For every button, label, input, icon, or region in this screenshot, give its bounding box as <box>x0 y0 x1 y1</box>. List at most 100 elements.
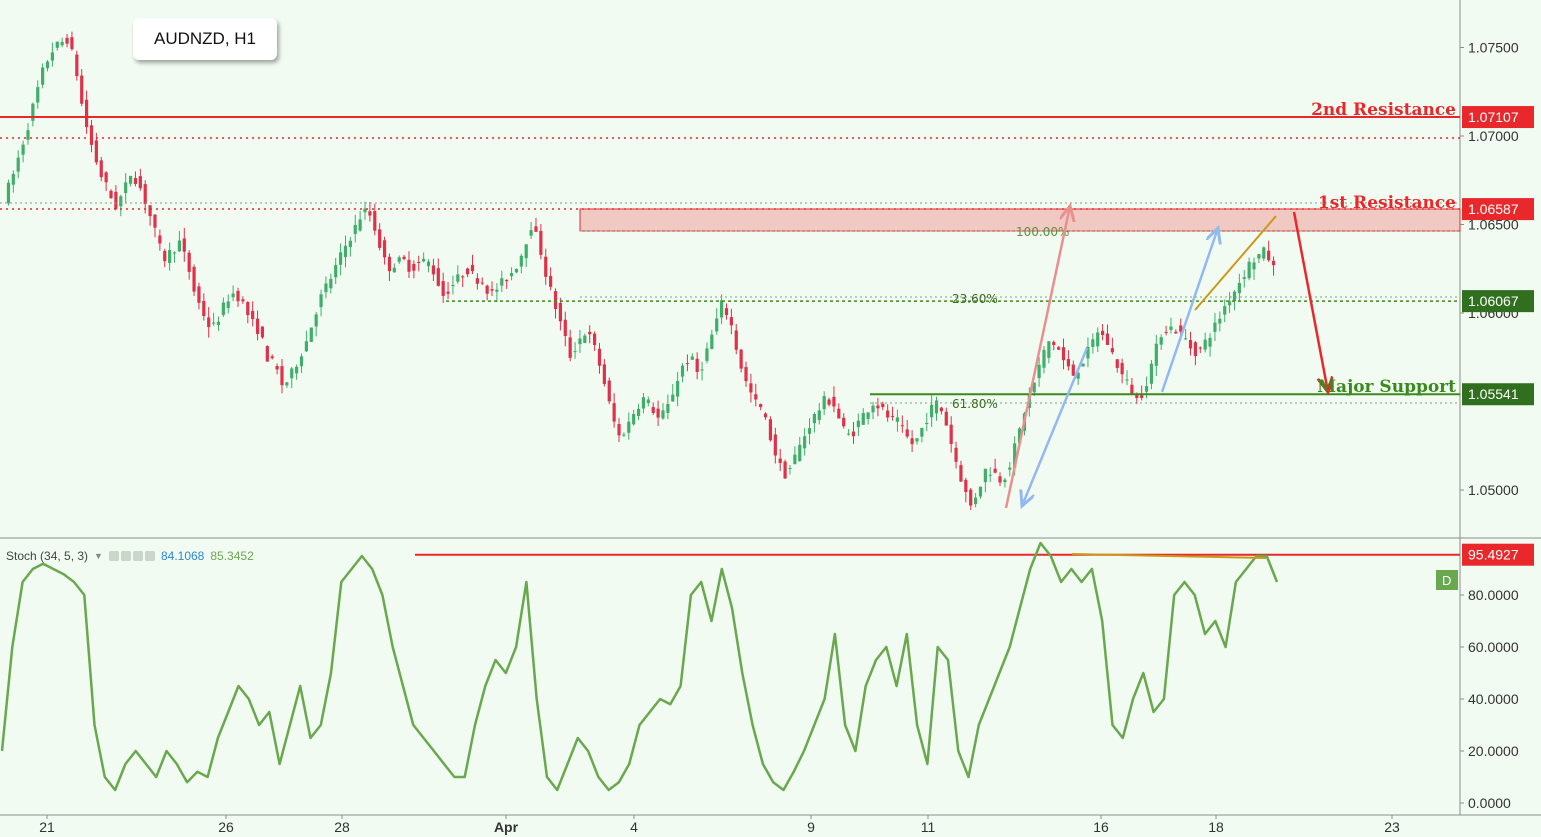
candle-body <box>55 41 59 48</box>
candle-body <box>485 285 489 294</box>
candle-body <box>895 417 900 422</box>
candle-body <box>705 348 709 361</box>
candle-body <box>509 273 514 277</box>
candle-body <box>690 356 694 360</box>
candle-body <box>944 411 948 426</box>
candle-body <box>1052 341 1056 346</box>
candle-body <box>475 278 479 284</box>
candle-body <box>1247 261 1251 279</box>
candle-body <box>490 289 494 291</box>
chevron-down-icon[interactable]: ▼ <box>94 551 103 561</box>
candle-body <box>80 75 84 104</box>
candle-body <box>646 399 650 404</box>
candle-body <box>729 317 733 326</box>
candle-body <box>539 230 543 255</box>
candle-body <box>299 356 304 367</box>
candle-body <box>75 54 79 77</box>
candle-body <box>329 278 333 289</box>
candle-body <box>402 256 406 260</box>
gear-icon[interactable] <box>120 551 131 561</box>
eye-icon[interactable] <box>108 551 119 561</box>
candle-body <box>1252 262 1256 270</box>
candle-body <box>851 431 856 437</box>
candle-body <box>578 338 582 345</box>
candle-body <box>338 252 343 265</box>
symbol-label[interactable]: AUDNZD, H1 <box>133 18 277 60</box>
candle-body <box>21 144 25 155</box>
candle-body <box>119 196 123 207</box>
projection-arrow-up <box>1004 206 1070 509</box>
second-resistance-price: 1.07107 <box>1468 109 1519 125</box>
time-tick-label: 4 <box>630 819 638 835</box>
candle-body <box>925 422 929 425</box>
stoch-tick-label: 40.0000 <box>1468 691 1519 707</box>
candle-body <box>964 479 968 492</box>
candle-body <box>763 413 768 418</box>
candle-body <box>866 412 870 419</box>
candle-body <box>641 397 646 409</box>
candle-body <box>588 331 592 335</box>
candle-body <box>324 283 328 293</box>
candle-body <box>1115 359 1119 368</box>
candle-body <box>778 458 782 463</box>
candle-body <box>50 52 55 61</box>
candle-body <box>99 160 103 178</box>
candle-body <box>812 414 817 424</box>
close-icon[interactable] <box>144 551 155 561</box>
candle-body <box>910 438 914 445</box>
candle-body <box>1154 343 1158 366</box>
candle-body <box>158 235 162 244</box>
candle-body <box>343 245 348 258</box>
candle-body <box>920 427 924 437</box>
candle-body <box>16 157 20 172</box>
candle-body <box>1120 363 1124 375</box>
time-tick-label: 11 <box>921 819 936 835</box>
candle-body <box>431 265 436 275</box>
candle-body <box>373 210 377 231</box>
candle-body <box>114 191 118 209</box>
candle-body <box>573 351 577 353</box>
stoch-divergence-line <box>1071 553 1267 559</box>
candle-body <box>988 474 992 476</box>
candle-body <box>456 274 460 282</box>
candle-body <box>422 258 426 262</box>
candle-body <box>177 240 182 252</box>
candle-body <box>207 317 211 328</box>
candle-body <box>881 403 885 408</box>
candle-body <box>1130 384 1134 395</box>
candle-body <box>930 404 934 418</box>
candle-body <box>70 37 74 50</box>
candle-body <box>128 175 133 184</box>
candle-body <box>514 269 519 273</box>
fib-label: 23.60% <box>952 292 998 306</box>
candle-body <box>260 326 265 338</box>
candle-body <box>563 319 567 337</box>
price-tick-label: 1.05000 <box>1468 482 1519 498</box>
candle-body <box>1237 283 1241 294</box>
candle-body <box>671 394 675 402</box>
candle-body <box>231 293 235 298</box>
first-resistance-price-bg <box>1462 198 1534 221</box>
time-tick-label: Apr <box>494 819 519 835</box>
candle-body <box>1271 260 1276 266</box>
time-tick-label: 23 <box>1384 819 1400 835</box>
candle-body <box>719 300 724 318</box>
candle-body <box>558 302 563 322</box>
candle-body <box>519 255 523 267</box>
candle-body <box>163 250 167 262</box>
candle-body <box>382 240 387 258</box>
time-tick-label: 28 <box>334 819 350 835</box>
time-tick-label: 21 <box>39 819 55 835</box>
candle-body <box>666 403 670 413</box>
candle-body <box>695 358 699 372</box>
major-support-price-bg <box>1462 383 1534 406</box>
candle-body <box>153 214 157 228</box>
candle-body <box>104 172 108 183</box>
candle-body <box>1017 428 1022 444</box>
candle-body <box>1047 341 1051 358</box>
plus-icon[interactable] <box>132 551 143 561</box>
candle-body <box>798 444 802 462</box>
candle-body <box>202 300 206 317</box>
stoch-badge: D <box>1442 573 1451 588</box>
